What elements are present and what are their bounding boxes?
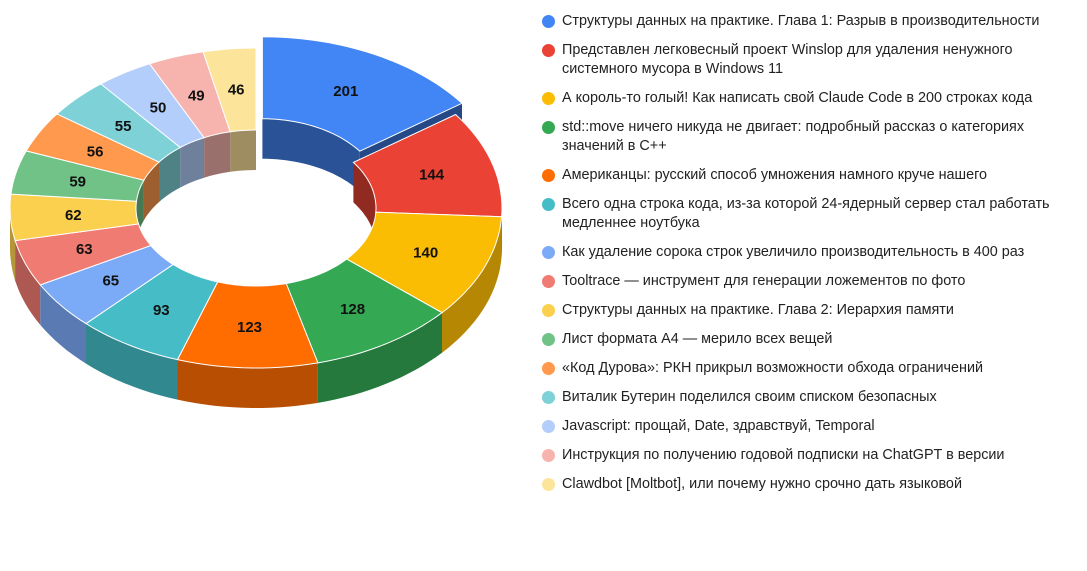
- slice-value-label-3: 140: [413, 245, 438, 262]
- legend-label-11: «Код Дурова»: РКН прикрыл возможности об…: [562, 360, 984, 376]
- slice-inner-wall-1: [262, 118, 360, 192]
- legend-swatch-8: [542, 275, 555, 288]
- legend-item-11[interactable]: «Код Дурова»: РКН прикрыл возможности об…: [540, 359, 1070, 378]
- legend-swatch-6: [542, 198, 555, 211]
- slice-value-label-15: 46: [228, 82, 245, 99]
- legend-label-6: Всего одна строка кода, из-за которой 24…: [562, 196, 1050, 231]
- slice-value-label-10: 59: [69, 173, 86, 190]
- slice-value-label-1: 201: [333, 83, 358, 100]
- slice-outer-wall-6: [86, 323, 178, 400]
- legend-item-7[interactable]: Как удаление сорока строк увеличило прои…: [540, 243, 1070, 262]
- legend-item-6[interactable]: Всего одна строка кода, из-за которой 24…: [540, 195, 1070, 233]
- legend-swatch-9: [542, 304, 555, 317]
- legend-swatch-3: [542, 92, 555, 105]
- slice-outer-wall-5: [177, 359, 318, 408]
- legend-label-4: std::move ничего никуда не двигает: подр…: [562, 119, 1025, 154]
- legend-label-13: Javascript: прощай, Date, здравствуй, Te…: [562, 418, 875, 434]
- slice-value-label-5: 123: [237, 319, 262, 336]
- legend-item-2[interactable]: Представлен легковесный проект Winslop д…: [540, 41, 1070, 79]
- legend-item-1[interactable]: Структуры данных на практике. Глава 1: Р…: [540, 12, 1070, 31]
- legend-swatch-12: [542, 391, 555, 404]
- legend-swatch-1: [542, 15, 555, 28]
- legend-label-5: Американцы: русский способ умножения нам…: [562, 167, 988, 183]
- slice-value-label-4: 128: [340, 301, 365, 318]
- slice-inner-wall-11: [143, 162, 159, 221]
- legend-label-1: Структуры данных на практике. Глава 1: Р…: [562, 13, 1040, 29]
- slice-1[interactable]: [261, 36, 463, 152]
- slice-outer-wall-8: [15, 240, 41, 325]
- slice-outer-wall-7: [40, 284, 86, 364]
- legend-swatch-4: [542, 121, 555, 134]
- legend-item-13[interactable]: Javascript: прощай, Date, здравствуй, Te…: [540, 417, 1070, 436]
- legend-item-8[interactable]: Tooltrace — инструмент для генерации лож…: [540, 272, 1070, 291]
- legend-label-8: Tooltrace — инструмент для генерации лож…: [562, 273, 966, 289]
- slice-value-label-11: 56: [87, 143, 104, 160]
- slice-value-label-9: 62: [65, 207, 82, 224]
- legend-swatch-5: [542, 169, 555, 182]
- legend-swatch-11: [542, 362, 555, 375]
- legend-swatch-14: [542, 449, 555, 462]
- legend-item-15[interactable]: Clawdbot [Moltbot], или почему нужно сро…: [540, 475, 1070, 494]
- slice-value-label-14: 49: [188, 88, 205, 105]
- legend-swatch-10: [542, 333, 555, 346]
- slice-value-label-2: 144: [419, 167, 445, 184]
- legend-label-2: Представлен легковесный проект Winslop д…: [562, 42, 1013, 77]
- legend-swatch-2: [542, 44, 555, 57]
- legend-label-7: Как удаление сорока строк увеличило прои…: [562, 244, 1025, 260]
- legend-item-3[interactable]: А король-то голый! Как написать свой Cla…: [540, 89, 1070, 108]
- legend-item-4[interactable]: std::move ничего никуда не двигает: подр…: [540, 118, 1070, 156]
- legend-label-12: Виталик Бутерин поделился своим списком …: [562, 389, 937, 405]
- legend-item-14[interactable]: Инструкция по получению годовой подписки…: [540, 446, 1070, 465]
- legend-swatch-15: [542, 478, 555, 491]
- slice-inner-wall-13: [180, 137, 205, 188]
- legend-swatch-13: [542, 420, 555, 433]
- slice-15[interactable]: [202, 47, 257, 133]
- slice-value-label-8: 63: [76, 241, 93, 258]
- legend-label-14: Инструкция по получению годовой подписки…: [562, 447, 1005, 463]
- slice-outer-wall-3: [442, 216, 502, 353]
- legend-item-10[interactable]: Лист формата А4 — мерило всех вещей: [540, 330, 1070, 349]
- slice-value-label-13: 50: [150, 100, 167, 117]
- slice-inner-wall-12: [159, 147, 181, 203]
- slice-inner-wall-15: [230, 130, 256, 172]
- legend-item-9[interactable]: Структуры данных на практике. Глава 2: И…: [540, 301, 1070, 320]
- legend-label-9: Структуры данных на практике. Глава 2: И…: [562, 302, 954, 318]
- slice-value-label-7: 65: [102, 273, 119, 290]
- slice-inner-wall-14: [204, 131, 231, 178]
- chart-legend: Структуры данных на практике. Глава 1: Р…: [540, 12, 1070, 504]
- legend-item-5[interactable]: Американцы: русский способ умножения нам…: [540, 166, 1070, 185]
- legend-label-10: Лист формата А4 — мерило всех вещей: [562, 331, 833, 347]
- legend-label-3: А король-то голый! Как написать свой Cla…: [562, 90, 1033, 106]
- slice-inner-wall-2: [353, 162, 376, 248]
- legend-swatch-7: [542, 246, 555, 259]
- slice-value-label-6: 93: [153, 302, 170, 319]
- legend-label-15: Clawdbot [Moltbot], или почему нужно сро…: [562, 476, 962, 492]
- slice-outer-wall-4: [317, 312, 442, 403]
- slice-value-label-12: 55: [115, 118, 132, 135]
- legend-item-12[interactable]: Виталик Бутерин поделился своим списком …: [540, 388, 1070, 407]
